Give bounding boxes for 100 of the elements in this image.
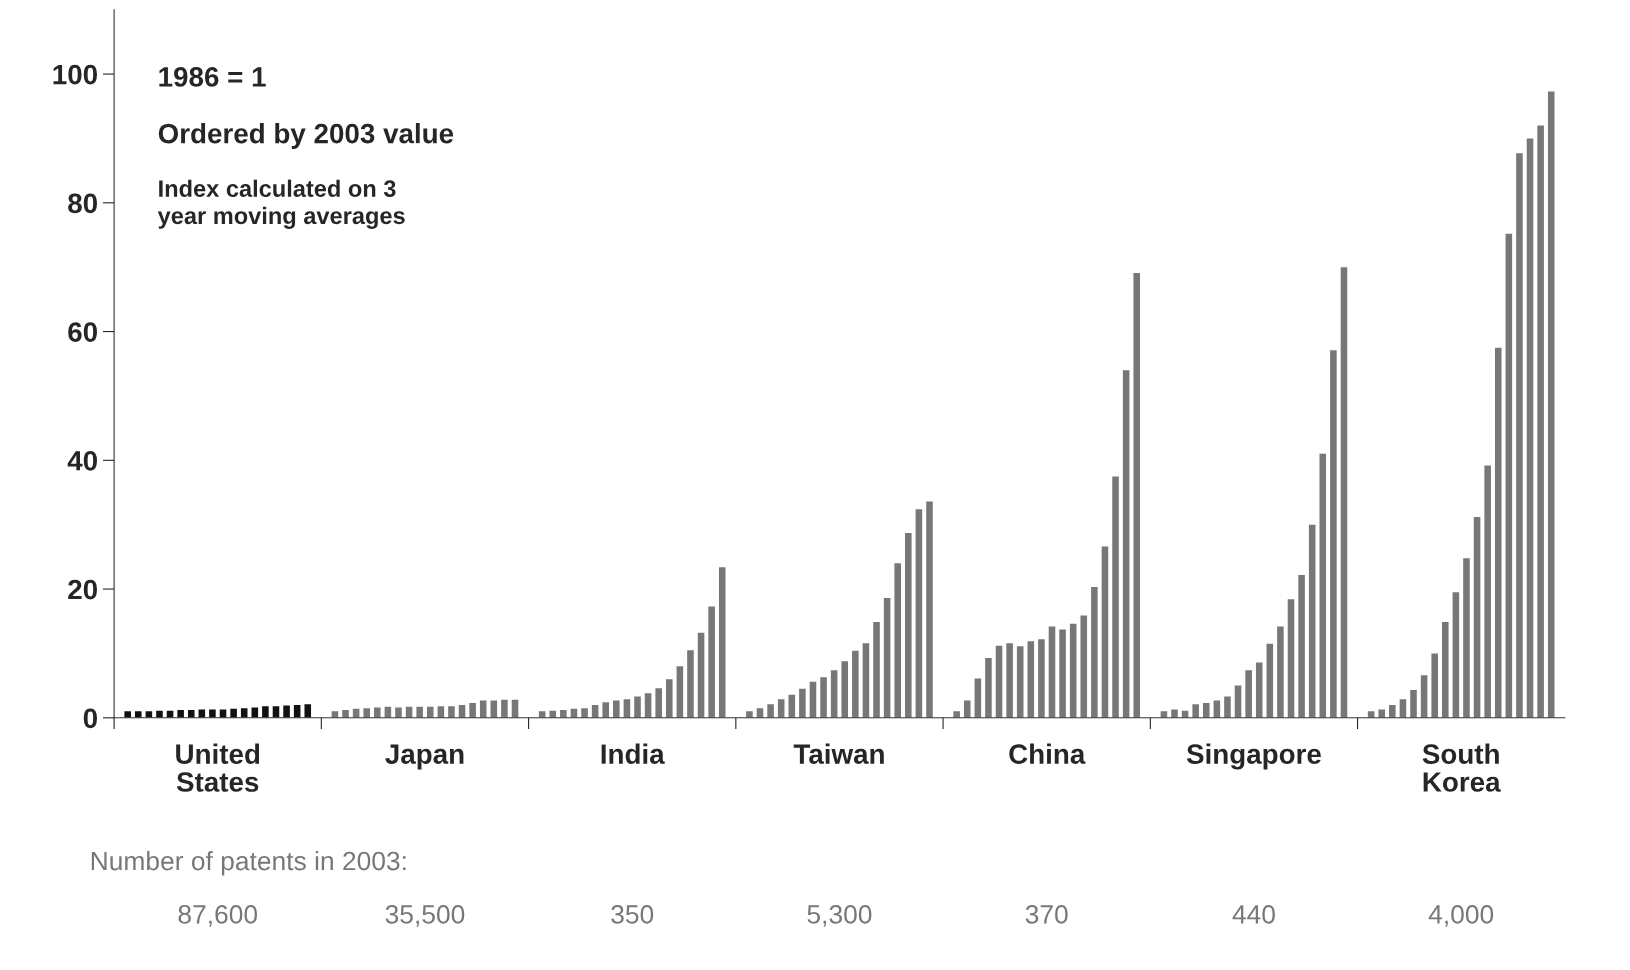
y-tick-label: 80 (68, 193, 97, 214)
bar (342, 710, 349, 718)
text: Number of patents in 2003: (91, 851, 406, 876)
bar (883, 598, 891, 718)
bar (209, 709, 216, 718)
bar (581, 708, 588, 718)
text: 87,600 (178, 905, 258, 927)
bar (1484, 465, 1491, 718)
bar (1473, 516, 1481, 718)
bar (395, 707, 402, 718)
bar (363, 708, 370, 718)
bar (1202, 702, 1210, 718)
bar (1442, 621, 1449, 718)
bar (602, 702, 610, 718)
x-tick-label: United States (176, 743, 260, 792)
bar (1133, 272, 1141, 718)
bar (926, 501, 933, 718)
bar (697, 632, 705, 718)
bar (873, 621, 880, 718)
text: 35,500 (385, 905, 465, 927)
bar (1038, 639, 1045, 718)
bar (718, 567, 726, 718)
bar (634, 696, 641, 718)
bar (1016, 646, 1024, 718)
bar (283, 705, 290, 718)
bar (1171, 709, 1178, 718)
bar (655, 688, 662, 718)
bar (1298, 574, 1305, 718)
bar (905, 533, 912, 718)
bar (448, 706, 455, 718)
bar (187, 710, 195, 718)
x-tick-label: Japan (385, 744, 464, 770)
y-tick-label: 100 (53, 64, 97, 85)
bar (894, 563, 901, 718)
x-tick-label: India (601, 743, 665, 764)
bar (1526, 138, 1534, 718)
text: 5,300 (807, 905, 872, 927)
bar (1378, 709, 1386, 718)
bar (501, 699, 508, 718)
bar (230, 708, 237, 718)
bar (963, 700, 971, 718)
bar (560, 710, 567, 718)
bar (1537, 125, 1544, 718)
bar (1330, 350, 1337, 718)
bar (1069, 623, 1077, 718)
annotation: Index calculated on 3 year moving averages (157, 179, 405, 229)
bar (134, 711, 142, 718)
bar (1245, 670, 1252, 718)
bar (820, 677, 827, 718)
bar (799, 688, 806, 718)
bar (177, 710, 184, 718)
bar (666, 679, 673, 718)
bar (1340, 267, 1348, 718)
bar (124, 711, 131, 718)
x-tick-label: South Korea (1422, 743, 1501, 792)
bar (613, 700, 620, 718)
bar (1266, 643, 1274, 718)
bar (746, 711, 753, 718)
y-tick-label: 40 (67, 450, 97, 471)
bar (1059, 629, 1066, 718)
y-tick-label: 0 (83, 708, 97, 729)
bar (304, 704, 312, 718)
bar (1112, 476, 1119, 718)
bar (862, 643, 870, 718)
bar (1101, 546, 1109, 718)
bar (426, 706, 434, 718)
bar (1192, 704, 1199, 718)
bar (995, 645, 1003, 718)
bar (1319, 453, 1327, 718)
x-tick-label: Singapore (1186, 743, 1321, 770)
bar (1505, 233, 1513, 718)
bar (1122, 370, 1130, 718)
annotation: Ordered by 2003 value (158, 123, 454, 149)
bar (687, 650, 694, 718)
text: 350 (611, 905, 654, 924)
text: 440 (1232, 905, 1275, 924)
bar (830, 670, 838, 718)
bar (1091, 587, 1098, 718)
bar (1410, 690, 1417, 718)
bar (1420, 675, 1428, 718)
bar (1308, 524, 1316, 718)
bar (708, 606, 715, 718)
bar (416, 706, 423, 718)
bar (1494, 347, 1502, 718)
bar (915, 509, 923, 718)
x-tick-label: Taiwan (793, 743, 884, 764)
bar (1006, 643, 1013, 718)
text: 370 (1025, 905, 1068, 924)
bar (374, 707, 381, 718)
bar (1224, 696, 1231, 718)
bar (1287, 599, 1295, 718)
bar (1463, 558, 1470, 718)
bar (1547, 91, 1555, 718)
bar (1452, 592, 1460, 718)
bar (1277, 626, 1284, 718)
bar (479, 700, 487, 718)
bar (676, 666, 684, 718)
bar (953, 711, 960, 718)
text: 4,000 (1428, 905, 1494, 927)
bar (1048, 626, 1056, 718)
